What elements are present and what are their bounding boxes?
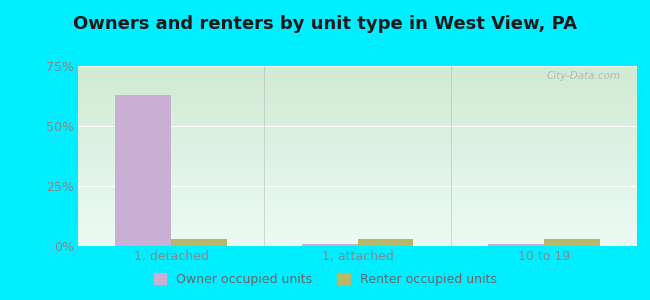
Text: City-Data.com: City-Data.com [546,71,620,81]
Legend: Owner occupied units, Renter occupied units: Owner occupied units, Renter occupied un… [148,268,502,291]
Text: Owners and renters by unit type in West View, PA: Owners and renters by unit type in West … [73,15,577,33]
Bar [488,244,544,246]
Bar [544,239,600,246]
Bar [115,95,171,246]
Bar [358,239,413,246]
Bar [302,244,358,246]
Bar [171,239,227,246]
